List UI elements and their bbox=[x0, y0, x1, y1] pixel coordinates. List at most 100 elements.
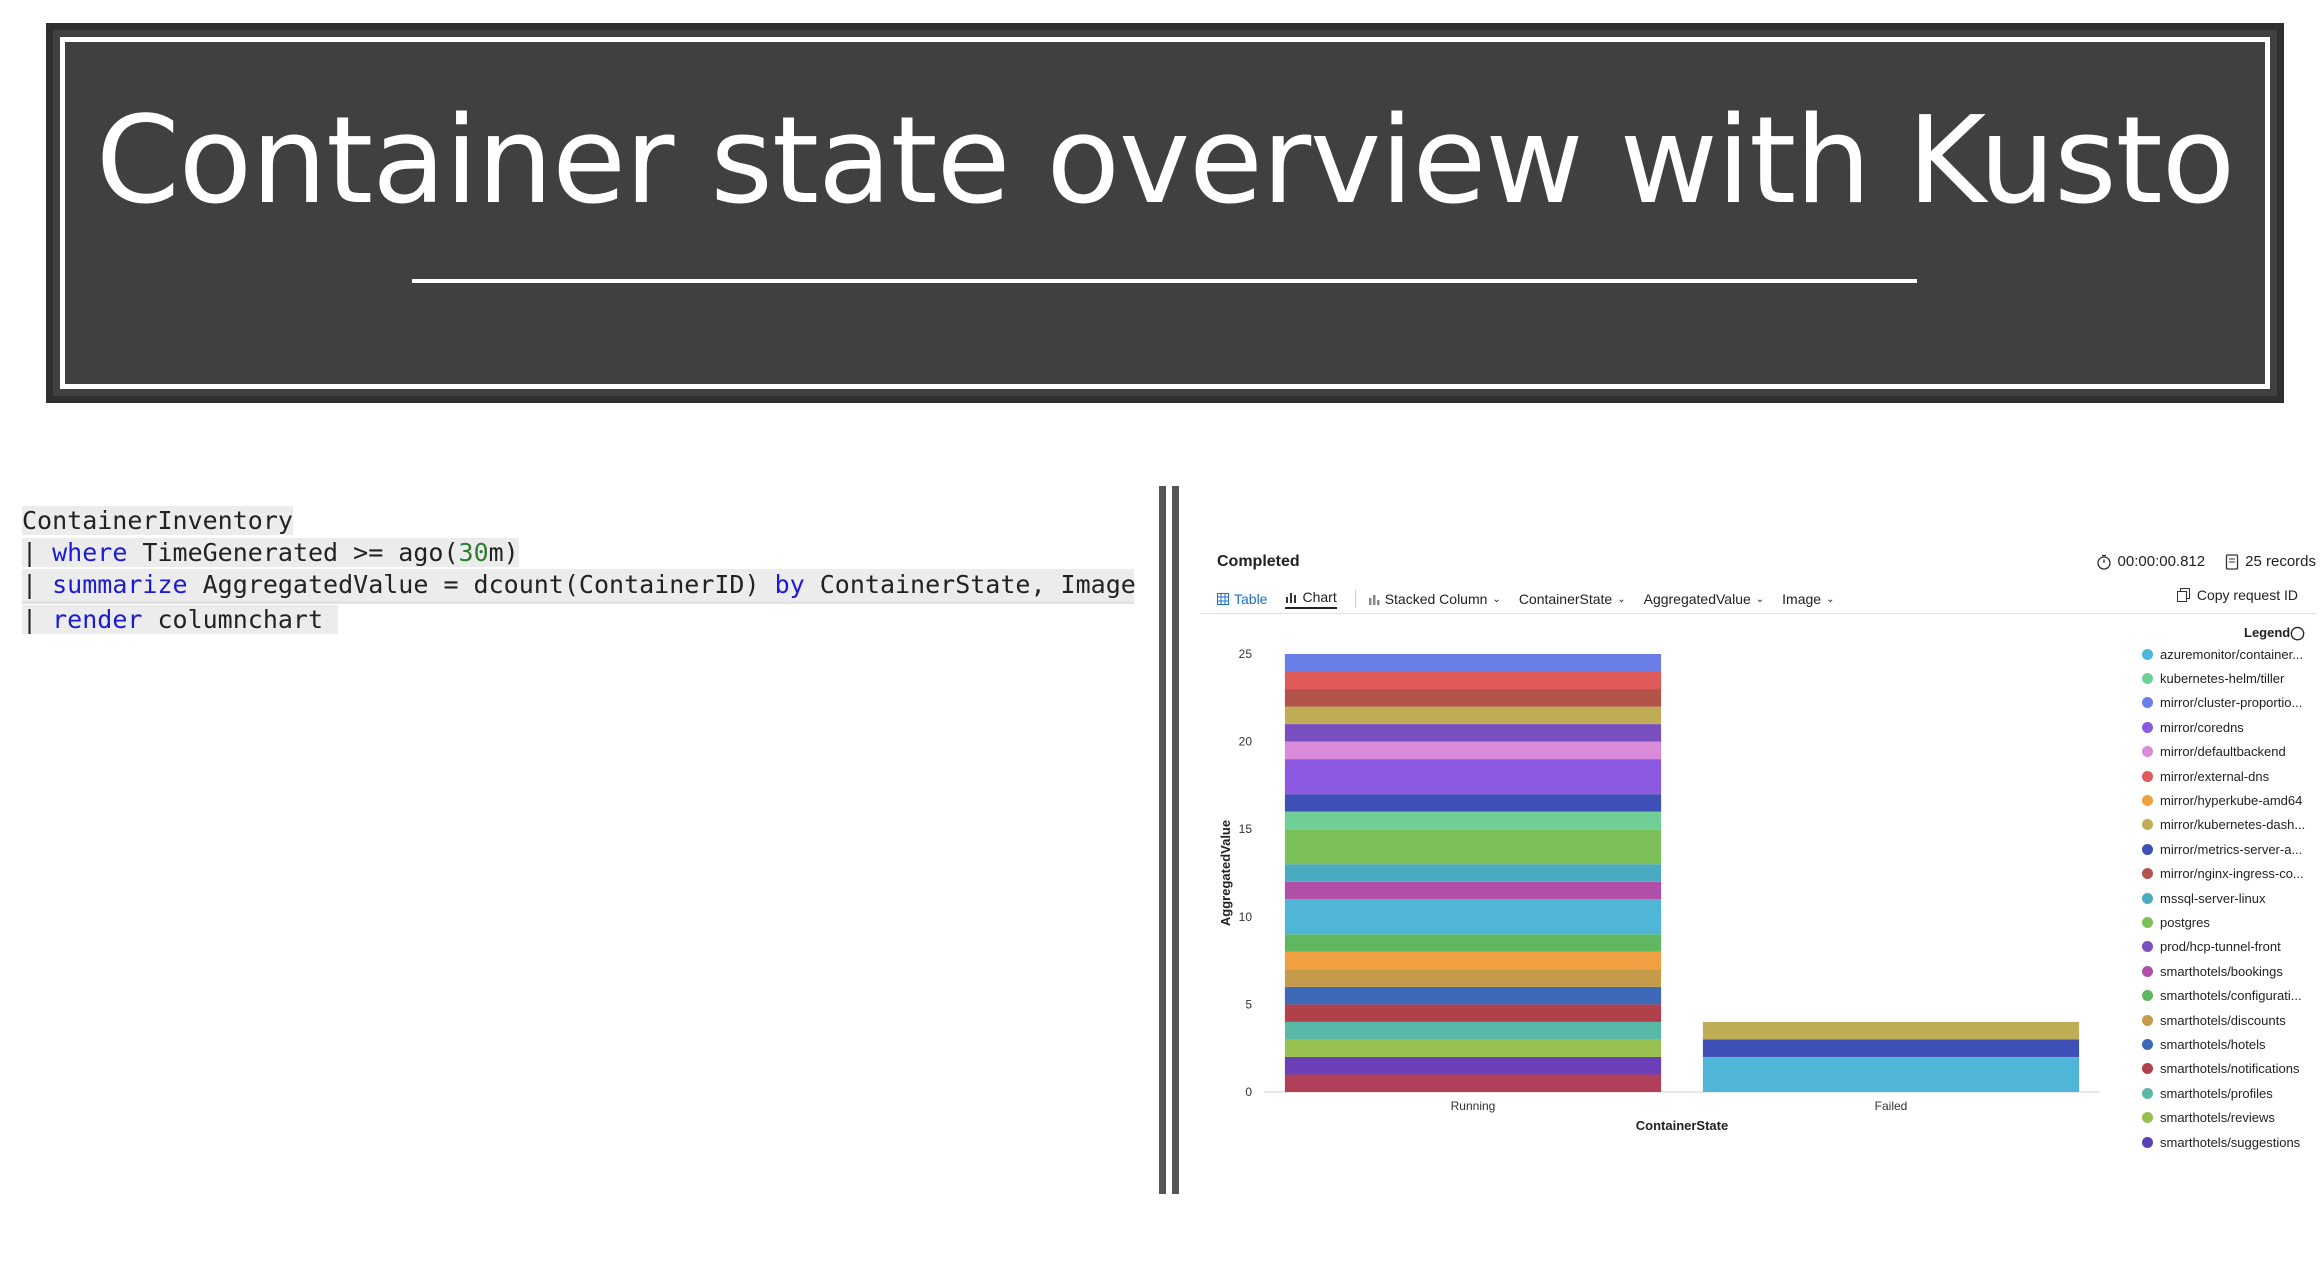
records-icon bbox=[2225, 553, 2239, 570]
bar-segment bbox=[1284, 654, 1662, 672]
query-line-3: | summarize AggregatedValue = dcount(Con… bbox=[22, 569, 1136, 604]
results-meta: 00:00:00.812 25 records bbox=[2096, 553, 2316, 570]
chart-type-dropdown[interactable]: Stacked Column ⌄ bbox=[1368, 591, 1501, 607]
tab-table[interactable]: Table bbox=[1217, 591, 1267, 607]
legend-label: smarthotels/reviews bbox=[2160, 1110, 2275, 1126]
legend-item[interactable]: kubernetes-helm/tiller bbox=[2142, 666, 2305, 690]
legend-swatch bbox=[2142, 770, 2153, 782]
chevron-down-icon: ⌄ bbox=[1755, 593, 1765, 605]
bar-segment bbox=[1702, 1039, 2080, 1057]
legend-item[interactable]: smarthotels/notifications bbox=[2142, 1057, 2305, 1081]
legend-item[interactable]: prod/hcp-tunnel-front bbox=[2142, 935, 2305, 959]
tab-table-label: Table bbox=[1234, 591, 1268, 607]
bar-segment bbox=[1284, 899, 1662, 935]
pipe-char: | bbox=[22, 538, 53, 567]
stacked-column-chart: 0 5 10 15 20 25 AggregatedValue Running Failed Co… bbox=[1218, 647, 2100, 1133]
legend-item[interactable]: smarthotels/reviews bbox=[2142, 1105, 2305, 1129]
legend-item[interactable]: mirror/nginx-ingress-co... bbox=[2142, 862, 2305, 886]
legend-item[interactable]: smarthotels/hotels bbox=[2142, 1032, 2305, 1056]
legend-item[interactable]: mirror/kubernetes-dash... bbox=[2142, 813, 2305, 837]
legend-item[interactable]: mirror/metrics-server-a... bbox=[2142, 837, 2305, 861]
bar-segment bbox=[1284, 1021, 1662, 1040]
legend-label: mirror/nginx-ingress-co... bbox=[2160, 866, 2304, 882]
y-tick-label: 25 bbox=[1239, 647, 1253, 661]
legend-item[interactable]: mirror/cluster-proportio... bbox=[2142, 691, 2305, 715]
legend-title-label: Legend bbox=[2244, 625, 2291, 640]
query-text: TimeGenerated >= ago( bbox=[127, 538, 459, 567]
bar-segment bbox=[1284, 741, 1662, 760]
title-banner: Container state overview with Kusto bbox=[46, 23, 2284, 403]
legend-item[interactable]: mirror/defaultbackend bbox=[2142, 740, 2305, 764]
x-column-dropdown[interactable]: ContainerState ⌄ bbox=[1519, 591, 1626, 607]
legend-swatch bbox=[2142, 916, 2153, 928]
legend-item[interactable]: smarthotels/profiles bbox=[2142, 1081, 2305, 1105]
legend-item[interactable]: mirror/external-dns bbox=[2142, 764, 2305, 788]
bar-segment bbox=[1284, 829, 1662, 865]
legend-item[interactable]: mssql-server-linux bbox=[2142, 886, 2305, 910]
legend-item[interactable]: postgres bbox=[2142, 910, 2305, 934]
chart-legend: azuremonitor/container... kubernetes-helm… bbox=[2142, 642, 2305, 1154]
bar-segment bbox=[1284, 671, 1662, 690]
legend-item[interactable]: smarthotels/bookings bbox=[2142, 959, 2305, 983]
split-column-label: Image bbox=[1782, 591, 1822, 607]
x-tick-label: Running bbox=[1451, 1099, 1496, 1113]
legend-item[interactable]: mirror/coredns bbox=[2142, 715, 2305, 739]
query-line-1: ContainerInventory bbox=[22, 505, 1134, 537]
legend-swatch bbox=[2142, 697, 2153, 709]
bar-segment bbox=[1284, 934, 1662, 952]
chevron-down-icon: ⌄ bbox=[1617, 593, 1626, 605]
chart-type-label: Stacked Column bbox=[1384, 591, 1488, 607]
bar-segment bbox=[1284, 724, 1662, 742]
legend-label: mirror/external-dns bbox=[2160, 768, 2270, 784]
legend-label: smarthotels/hotels bbox=[2160, 1036, 2266, 1052]
legend-swatch bbox=[2142, 673, 2153, 685]
tab-chart[interactable]: Chart bbox=[1285, 589, 1337, 609]
legend-label: mirror/cluster-proportio... bbox=[2160, 695, 2303, 711]
duration-value: 00:00:00.812 bbox=[2117, 553, 2206, 570]
legend-item[interactable]: mirror/hyperkube-amd64 bbox=[2142, 788, 2305, 812]
query-text: ContainerState, Image bbox=[804, 570, 1136, 599]
toolbar-divider bbox=[1200, 613, 2316, 614]
legend-swatch bbox=[2142, 843, 2153, 855]
legend-swatch bbox=[2142, 1136, 2153, 1148]
legend-item[interactable]: smarthotels/suggestions bbox=[2142, 1130, 2305, 1154]
y-column-dropdown[interactable]: AggregatedValue ⌄ bbox=[1644, 591, 1765, 607]
keyword-where: where bbox=[52, 538, 128, 567]
legend-label: mssql-server-linux bbox=[2160, 890, 2266, 906]
legend-title[interactable]: Legend◯ bbox=[2244, 625, 2305, 641]
duration: 00:00:00.812 bbox=[2096, 553, 2206, 570]
split-column-dropdown[interactable]: Image ⌄ bbox=[1782, 591, 1834, 607]
legend-label: smarthotels/profiles bbox=[2160, 1085, 2273, 1101]
slide-title: Container state overview with Kusto bbox=[95, 92, 2235, 231]
y-axis-label: AggregatedValue bbox=[1218, 820, 1233, 926]
bar-segment bbox=[1284, 969, 1662, 987]
query-line-2: | where TimeGenerated >= ago(30m) bbox=[22, 537, 1134, 569]
toolbar-separator bbox=[1354, 590, 1356, 608]
legend-item[interactable]: smarthotels/configurati... bbox=[2142, 983, 2305, 1007]
legend-swatch bbox=[2142, 1063, 2153, 1075]
legend-toggle-icon: ◯ bbox=[2290, 625, 2305, 640]
chevron-down-icon: ⌄ bbox=[1492, 593, 1501, 605]
legend-label: mirror/hyperkube-amd64 bbox=[2160, 793, 2303, 809]
bar-segment bbox=[1284, 951, 1662, 970]
legend-swatch bbox=[2142, 990, 2153, 1002]
bar-segment bbox=[1284, 1039, 1662, 1057]
copy-request-id-button[interactable]: Copy request ID bbox=[2176, 587, 2298, 603]
copy-icon bbox=[2176, 588, 2190, 602]
legend-label: mirror/coredns bbox=[2160, 719, 2244, 735]
divider-left bbox=[1159, 486, 1166, 1194]
bar-segment bbox=[1284, 794, 1662, 812]
legend-label: postgres bbox=[2160, 914, 2210, 930]
y-tick-label: 15 bbox=[1239, 822, 1253, 836]
legend-label: smarthotels/notifications bbox=[2160, 1061, 2300, 1077]
bar-segment bbox=[1284, 706, 1662, 725]
legend-label: mirror/metrics-server-a... bbox=[2160, 841, 2303, 857]
legend-label: smarthotels/configurati... bbox=[2160, 988, 2302, 1004]
query-text: AggregatedValue = dcount(ContainerID) bbox=[187, 570, 775, 599]
legend-item[interactable]: smarthotels/discounts bbox=[2142, 1008, 2305, 1032]
legend-item[interactable]: azuremonitor/container... bbox=[2142, 642, 2305, 666]
legend-label: azuremonitor/container... bbox=[2160, 646, 2304, 662]
keyword-summarize: summarize bbox=[52, 570, 188, 599]
y-tick-label: 20 bbox=[1239, 735, 1253, 749]
legend-label: smarthotels/discounts bbox=[2160, 1012, 2286, 1028]
